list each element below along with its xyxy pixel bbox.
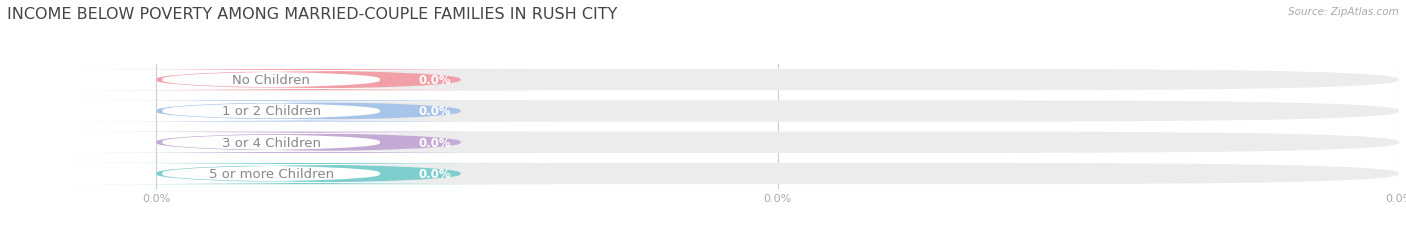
Text: 0.0%: 0.0% — [418, 167, 451, 180]
Text: 1 or 2 Children: 1 or 2 Children — [222, 105, 321, 118]
FancyBboxPatch shape — [63, 101, 554, 122]
Text: 5 or more Children: 5 or more Children — [208, 167, 333, 180]
Text: No Children: No Children — [232, 74, 311, 87]
Text: Source: ZipAtlas.com: Source: ZipAtlas.com — [1288, 7, 1399, 17]
FancyBboxPatch shape — [63, 163, 554, 184]
FancyBboxPatch shape — [63, 70, 554, 91]
Text: 0.0%: 0.0% — [418, 74, 451, 87]
FancyBboxPatch shape — [156, 70, 1399, 91]
Text: 3 or 4 Children: 3 or 4 Children — [222, 136, 321, 149]
FancyBboxPatch shape — [42, 133, 501, 152]
FancyBboxPatch shape — [42, 102, 501, 121]
FancyBboxPatch shape — [156, 132, 1399, 153]
FancyBboxPatch shape — [156, 101, 1399, 122]
FancyBboxPatch shape — [42, 71, 501, 90]
Text: INCOME BELOW POVERTY AMONG MARRIED-COUPLE FAMILIES IN RUSH CITY: INCOME BELOW POVERTY AMONG MARRIED-COUPL… — [7, 7, 617, 22]
Text: 0.0%: 0.0% — [418, 105, 451, 118]
Text: 0.0%: 0.0% — [418, 136, 451, 149]
FancyBboxPatch shape — [63, 132, 554, 153]
FancyBboxPatch shape — [156, 163, 1399, 184]
FancyBboxPatch shape — [42, 164, 501, 183]
